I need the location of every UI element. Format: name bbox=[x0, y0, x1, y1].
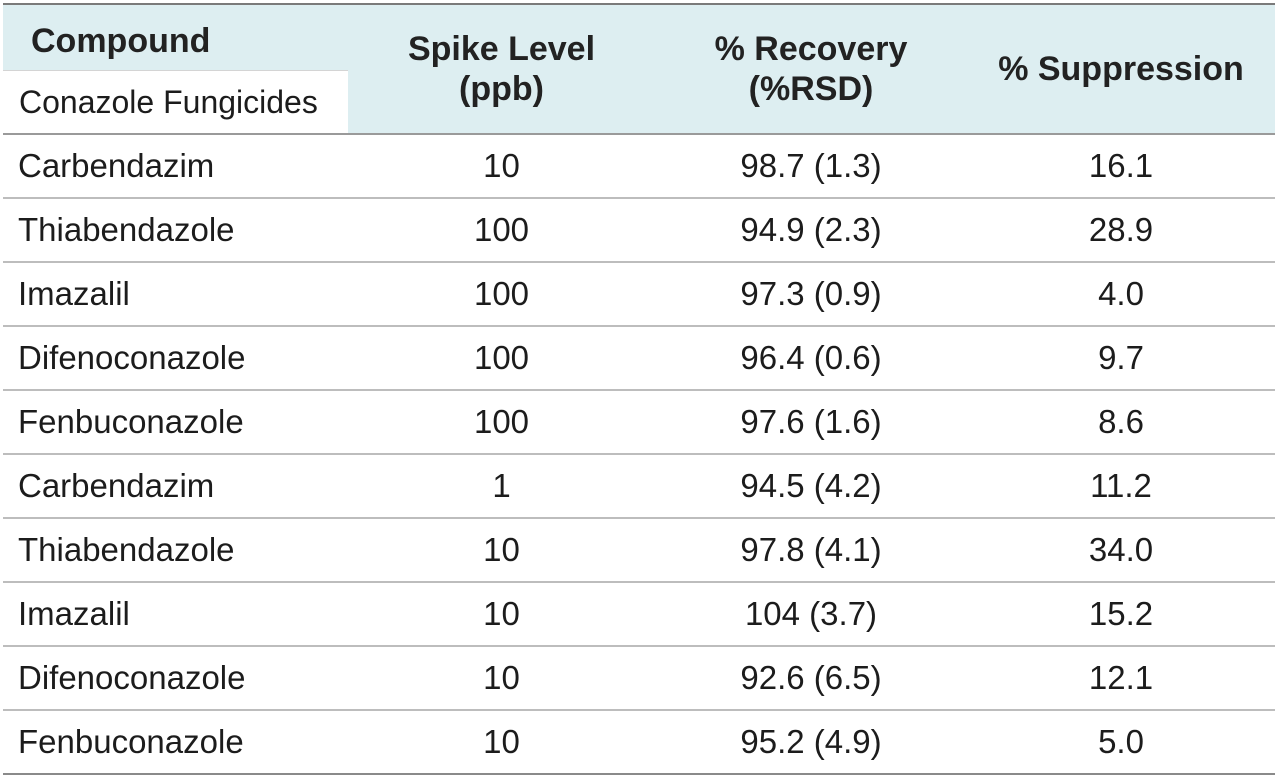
cell-suppression: 11.2 bbox=[967, 454, 1275, 519]
cell-recovery: 97.8 (4.1) bbox=[655, 518, 967, 583]
header-spike-level-line1: Spike Level bbox=[407, 30, 596, 68]
table-header: Compound Conazole Fungicides Spike Level… bbox=[3, 3, 1275, 135]
table-row: Fenbuconazole 100 97.6 (1.6) 8.6 bbox=[3, 390, 1275, 455]
table-row: Carbendazim 10 98.7 (1.3) 16.1 bbox=[3, 134, 1275, 199]
cell-spike-level: 1 bbox=[348, 454, 655, 519]
cell-recovery: 94.9 (2.3) bbox=[655, 198, 967, 263]
cell-suppression: 34.0 bbox=[967, 518, 1275, 583]
cell-compound: Carbendazim bbox=[3, 134, 348, 199]
cell-spike-level: 10 bbox=[348, 134, 655, 199]
cell-spike-level: 10 bbox=[348, 518, 655, 583]
table-row: Thiabendazole 100 94.9 (2.3) 28.9 bbox=[3, 198, 1275, 263]
compound-group-label: Conazole Fungicides bbox=[3, 69, 348, 133]
cell-compound: Imazalil bbox=[3, 262, 348, 327]
table-row: Difenoconazole 10 92.6 (6.5) 12.1 bbox=[3, 646, 1275, 711]
header-compound: Compound Conazole Fungicides bbox=[3, 3, 348, 135]
cell-spike-level: 100 bbox=[348, 198, 655, 263]
cell-spike-level: 100 bbox=[348, 390, 655, 455]
cell-recovery: 96.4 (0.6) bbox=[655, 326, 967, 391]
cell-suppression: 5.0 bbox=[967, 710, 1275, 775]
cell-spike-level: 100 bbox=[348, 262, 655, 327]
cell-recovery: 94.5 (4.2) bbox=[655, 454, 967, 519]
cell-suppression: 9.7 bbox=[967, 326, 1275, 391]
header-recovery: % Recovery (%RSD) bbox=[655, 3, 967, 135]
header-suppression-label: % Suppression bbox=[998, 50, 1244, 88]
cell-compound: Carbendazim bbox=[3, 454, 348, 519]
header-suppression: % Suppression bbox=[967, 3, 1275, 135]
results-table-container: Compound Conazole Fungicides Spike Level… bbox=[3, 3, 1275, 775]
cell-spike-level: 10 bbox=[348, 646, 655, 711]
cell-compound: Difenoconazole bbox=[3, 326, 348, 391]
cell-suppression: 15.2 bbox=[967, 582, 1275, 647]
cell-recovery: 95.2 (4.9) bbox=[655, 710, 967, 775]
header-row: Compound Conazole Fungicides Spike Level… bbox=[3, 3, 1275, 135]
table-row: Imazalil 10 104 (3.7) 15.2 bbox=[3, 582, 1275, 647]
cell-suppression: 16.1 bbox=[967, 134, 1275, 199]
cell-recovery: 92.6 (6.5) bbox=[655, 646, 967, 711]
cell-recovery: 97.6 (1.6) bbox=[655, 390, 967, 455]
cell-spike-level: 100 bbox=[348, 326, 655, 391]
cell-suppression: 8.6 bbox=[967, 390, 1275, 455]
table-row: Difenoconazole 100 96.4 (0.6) 9.7 bbox=[3, 326, 1275, 391]
header-spike-level-line2: (ppb) bbox=[459, 70, 544, 108]
cell-suppression: 12.1 bbox=[967, 646, 1275, 711]
cell-compound: Difenoconazole bbox=[3, 646, 348, 711]
table-row: Carbendazim 1 94.5 (4.2) 11.2 bbox=[3, 454, 1275, 519]
recovery-results-table: Compound Conazole Fungicides Spike Level… bbox=[3, 3, 1275, 775]
cell-compound: Fenbuconazole bbox=[3, 710, 348, 775]
cell-suppression: 28.9 bbox=[967, 198, 1275, 263]
cell-spike-level: 10 bbox=[348, 582, 655, 647]
table-row: Thiabendazole 10 97.8 (4.1) 34.0 bbox=[3, 518, 1275, 583]
table-body: Carbendazim 10 98.7 (1.3) 16.1 Thiabenda… bbox=[3, 134, 1275, 775]
cell-recovery: 104 (3.7) bbox=[655, 582, 967, 647]
header-recovery-line2: (%RSD) bbox=[748, 70, 874, 108]
header-spike-level: Spike Level (ppb) bbox=[348, 3, 655, 135]
cell-recovery: 98.7 (1.3) bbox=[655, 134, 967, 199]
cell-recovery: 97.3 (0.9) bbox=[655, 262, 967, 327]
cell-spike-level: 10 bbox=[348, 710, 655, 775]
table-row: Fenbuconazole 10 95.2 (4.9) 5.0 bbox=[3, 710, 1275, 775]
cell-suppression: 4.0 bbox=[967, 262, 1275, 327]
header-compound-label: Compound bbox=[3, 5, 348, 70]
cell-compound: Thiabendazole bbox=[3, 198, 348, 263]
cell-compound: Fenbuconazole bbox=[3, 390, 348, 455]
cell-compound: Imazalil bbox=[3, 582, 348, 647]
table-row: Imazalil 100 97.3 (0.9) 4.0 bbox=[3, 262, 1275, 327]
cell-compound: Thiabendazole bbox=[3, 518, 348, 583]
header-recovery-line1: % Recovery bbox=[714, 30, 908, 68]
